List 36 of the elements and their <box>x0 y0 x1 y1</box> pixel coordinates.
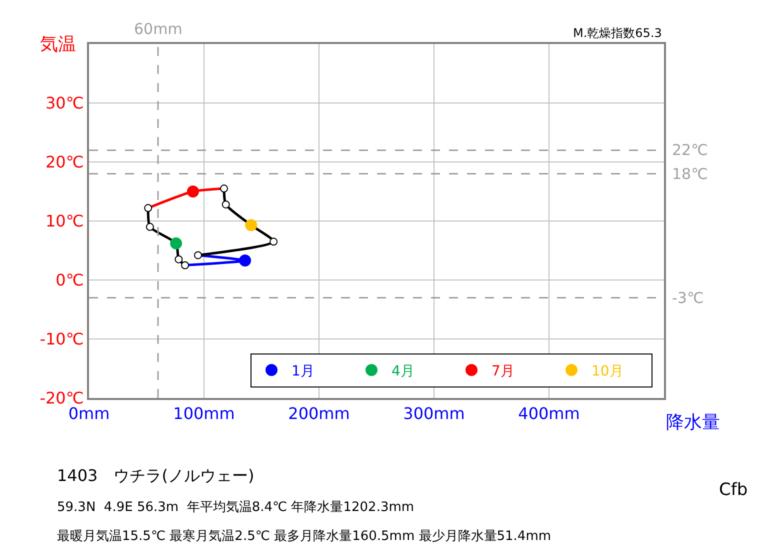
y-tick-label: 10℃ <box>45 212 84 231</box>
text: 最暖月気温15.5℃ 最寒月気温2.5℃ 最多月降水量160.5mm 最少月降水量51.4mm <box>57 528 552 544</box>
y-tick-label: 20℃ <box>45 152 84 172</box>
y-tick-label: 0℃ <box>56 270 84 290</box>
point <box>186 186 199 198</box>
point <box>144 204 152 212</box>
text: 1403 ウチラ(ノルウェー) <box>57 466 254 485</box>
point <box>245 219 258 232</box>
point <box>222 200 230 208</box>
y-axis-title: 気温 <box>40 34 76 55</box>
x-tick-label: 200mm <box>288 404 350 424</box>
x-axis-title: 降水量 <box>666 412 720 433</box>
text: 59.3N 4.9E 56.3m 年平均気温8.4℃ 年降水量1202.3mm <box>57 500 414 515</box>
point <box>146 222 154 231</box>
point <box>174 255 183 264</box>
ref-line-label: -3℃ <box>672 289 704 307</box>
point <box>220 184 228 193</box>
y-tick-label: 30℃ <box>45 94 84 113</box>
point <box>270 238 278 246</box>
text: Cfb <box>719 480 748 500</box>
point <box>194 251 202 260</box>
ref-line-label: 60mm <box>134 20 182 38</box>
legend-label: 7月 <box>492 363 514 380</box>
x-tick-label: 300mm <box>403 404 465 424</box>
point <box>170 237 182 250</box>
y-tick-label: -10℃ <box>40 330 84 349</box>
ref-line-label: 22℃ <box>672 141 708 159</box>
ref-line-label: 18℃ <box>672 165 708 183</box>
x-tick-label: 400mm <box>518 404 580 424</box>
legend-label: 1月 <box>292 363 314 380</box>
point <box>181 261 190 270</box>
legend-label: 4月 <box>392 363 414 380</box>
legend-label: 10月 <box>592 363 624 380</box>
point <box>239 254 252 267</box>
x-tick-label: 100mm <box>173 404 235 424</box>
text: M.乾燥指数65.3 <box>573 26 662 40</box>
